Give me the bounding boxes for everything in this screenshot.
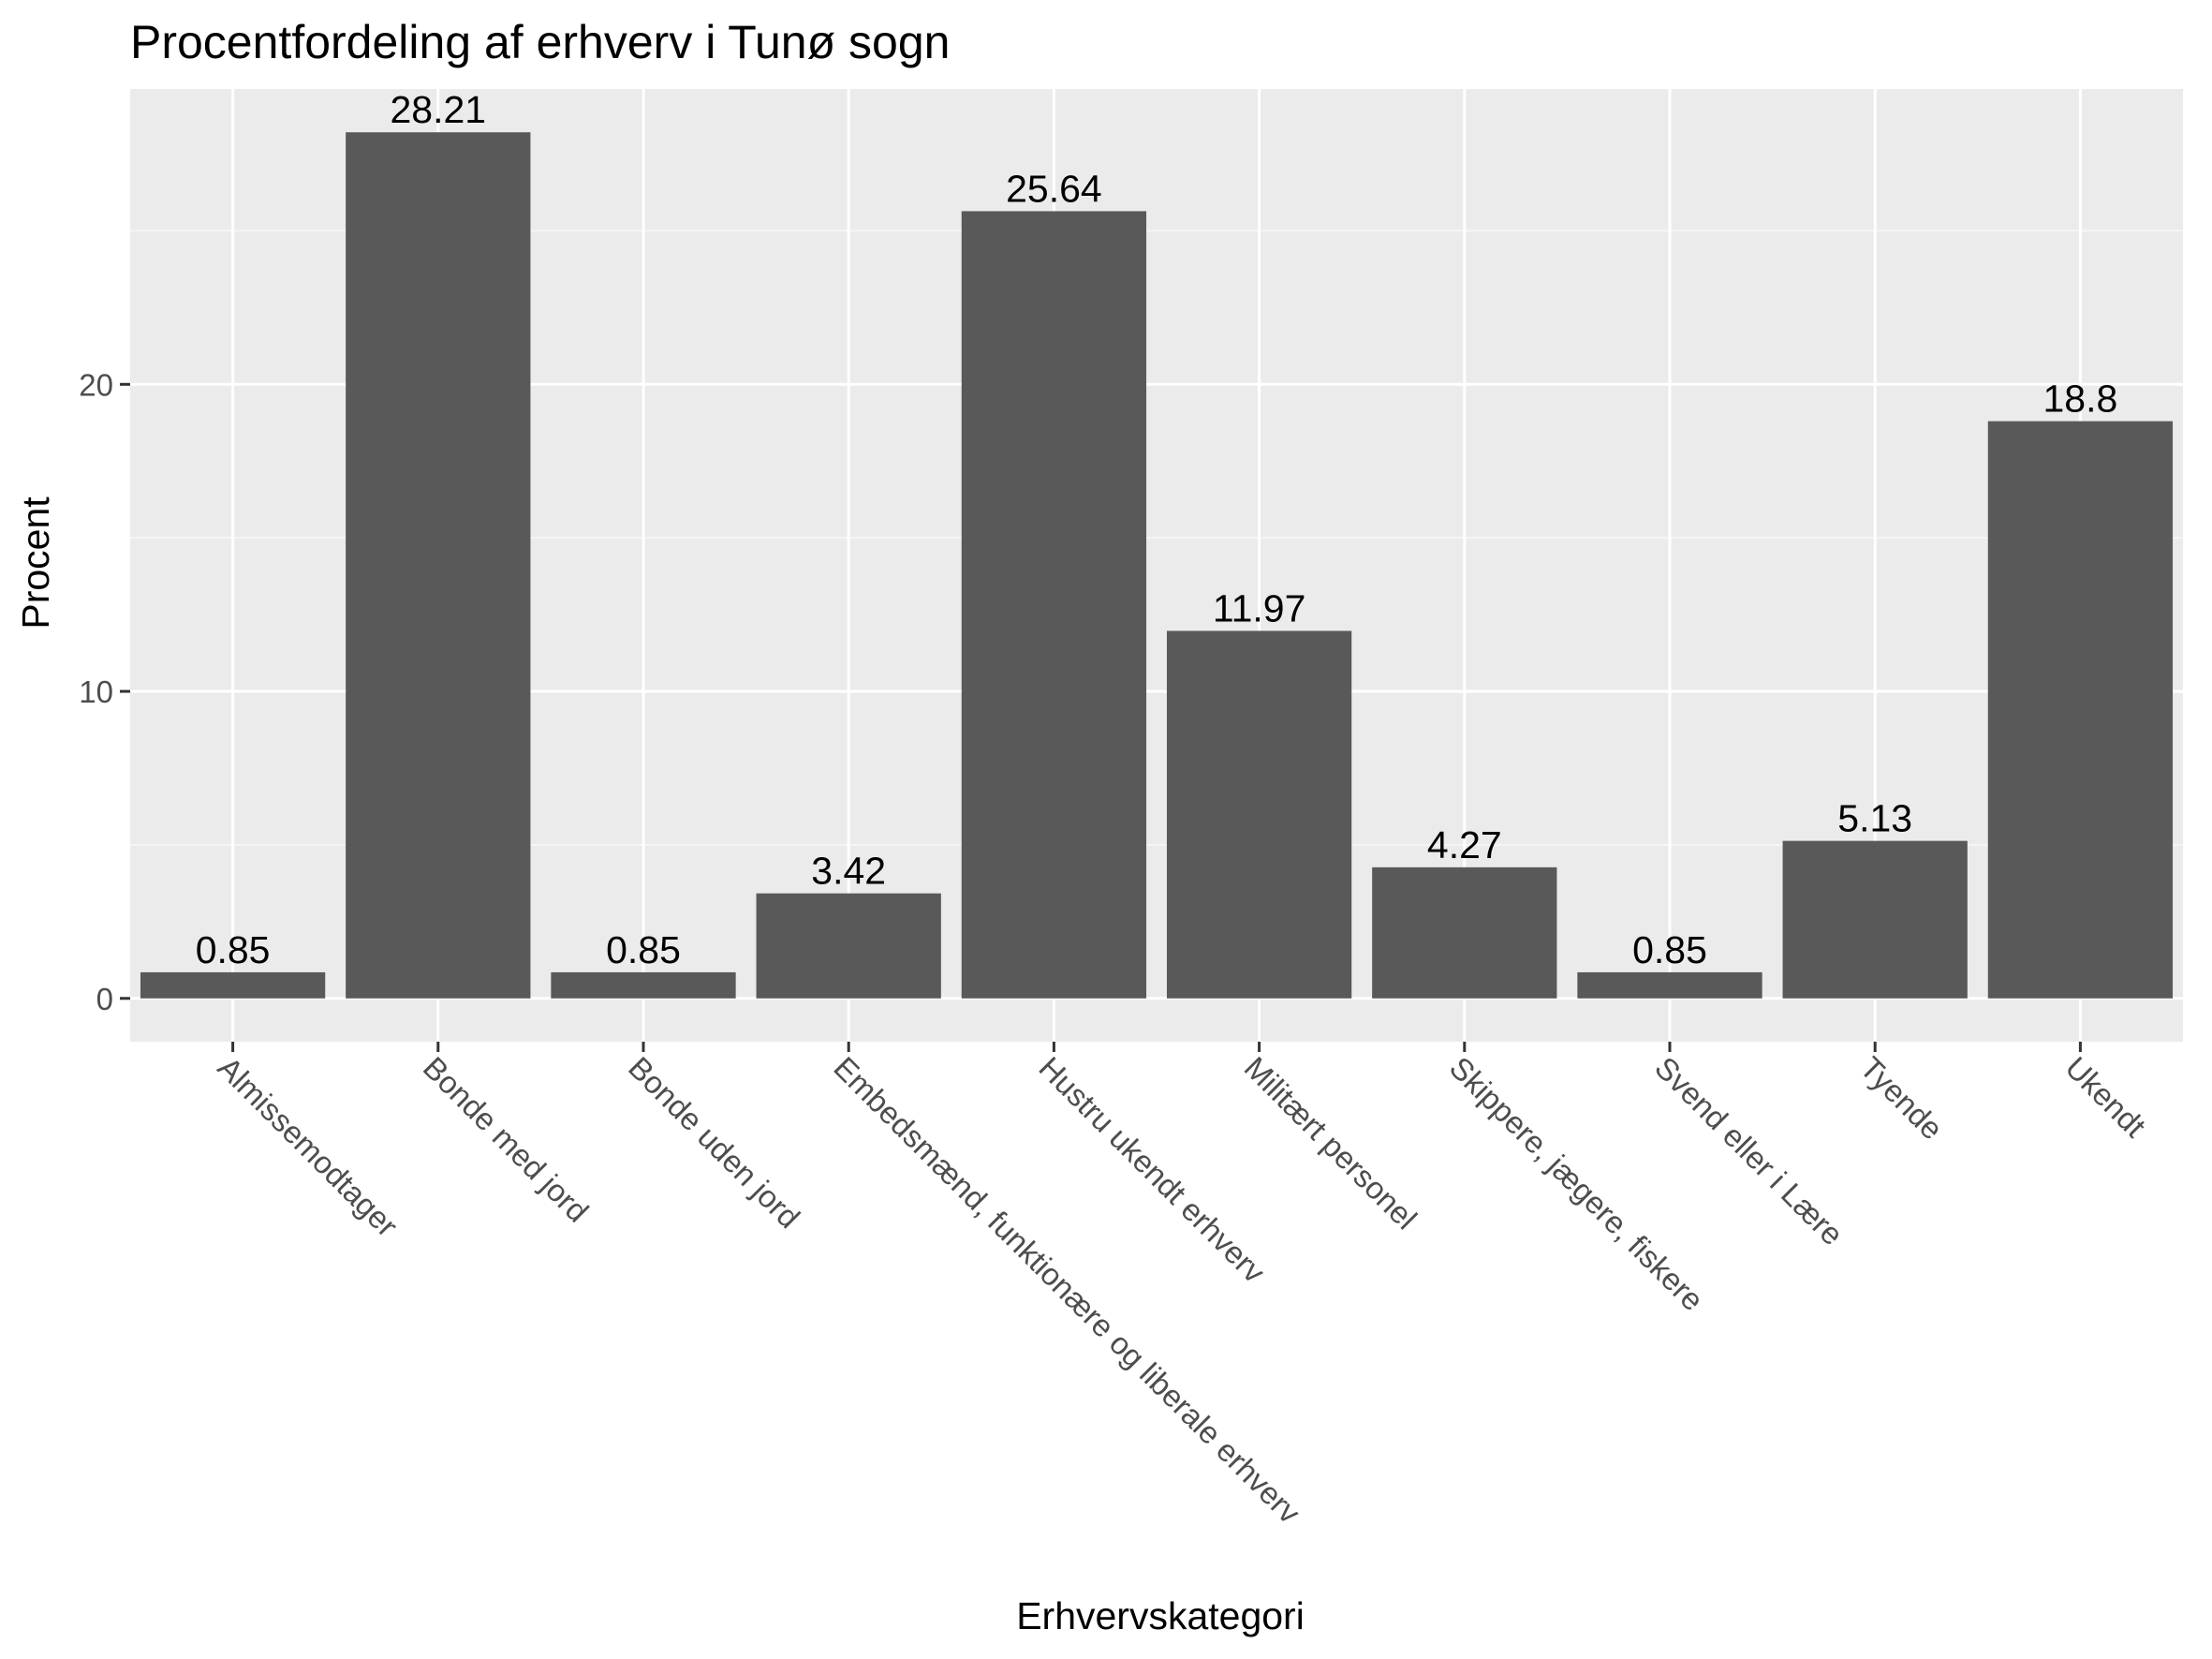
y-tick-label: 0 [96,982,113,1016]
bar [756,893,941,999]
x-tick-label: Bonde uden jord [622,1050,806,1235]
data-label: 25.64 [1006,167,1102,210]
y-axis: 0 10 20 [79,367,130,1016]
data-labels-layer: 0.85 28.21 0.85 3.42 25.64 11.97 4.27 0.85 5.13 1… [196,88,2118,971]
chart-title: Procentfordeling af erhverv i Tunø sogn [130,16,950,68]
x-tick-label: Ukendt [2058,1050,2152,1144]
y-tick-label: 10 [79,674,113,709]
bar [961,211,1147,999]
data-label: 0.85 [1632,928,1707,971]
bars-layer [140,132,2174,999]
data-label: 18.8 [2042,378,2117,421]
x-tick-label: Svend eller i Lære [1648,1050,1851,1252]
data-label: 28.21 [390,88,486,131]
bar [1166,630,1352,999]
y-axis-title: Procent [14,496,57,630]
y-tick-label: 20 [79,367,113,402]
x-axis-title: Erhvervskategori [1016,1594,1305,1637]
bar [551,971,736,999]
x-tick-label: Almissemodtager [212,1050,405,1243]
x-tick-label: Hustru ukendt erhverv [1032,1050,1272,1290]
data-label: 5.13 [1837,797,1912,840]
x-axis: Almissemodtager Bonde med jord Bonde uden … [212,1042,2153,1531]
x-tick-label: Tyende [1853,1050,1950,1147]
data-label: 0.85 [606,928,681,971]
data-label: 0.85 [196,928,271,971]
bar [140,971,326,999]
bar [1372,867,1557,999]
data-label: 3.42 [811,850,886,893]
bar [346,132,531,999]
x-tick-label: Embedsmænd, funktionære og liberale erhv… [827,1050,1307,1531]
x-tick-label: Militært personel [1238,1050,1424,1237]
bar [1782,840,1968,999]
data-label: 4.27 [1427,823,1502,867]
data-label: 11.97 [1213,586,1306,630]
bar [1987,421,2174,999]
bar [1577,971,1762,999]
x-tick-label: Bonde med jord [417,1050,596,1229]
